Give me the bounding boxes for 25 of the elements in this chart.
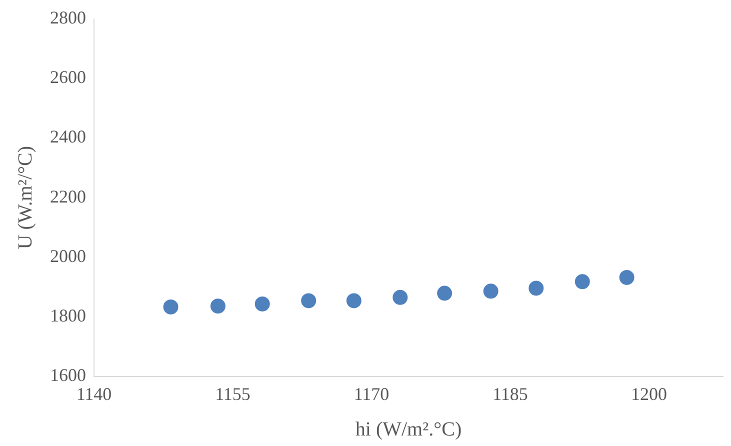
x-tick-label: 1185 xyxy=(492,384,528,404)
point xyxy=(483,284,498,299)
x-axis-title: hi (W/m².°C) xyxy=(355,418,462,440)
point xyxy=(392,290,408,305)
point xyxy=(210,298,226,314)
point xyxy=(346,293,362,308)
y-tick-label: 2200 xyxy=(50,186,86,206)
y-axis-title: U (W.m²/°C) xyxy=(14,146,36,250)
y-tick-label: 2400 xyxy=(50,126,86,147)
point xyxy=(619,270,634,285)
point xyxy=(163,299,178,314)
y-tick-label: 1800 xyxy=(50,306,86,326)
x-tick-label: 1200 xyxy=(631,384,667,404)
point xyxy=(528,280,544,296)
x-tick-label: 1155 xyxy=(215,384,250,404)
x-tick-label: 1140 xyxy=(76,384,112,404)
point xyxy=(254,296,270,312)
y-tick-label: 1600 xyxy=(50,365,86,386)
point xyxy=(437,286,452,301)
point xyxy=(301,293,316,308)
y-tick-label: 2800 xyxy=(50,8,86,28)
y-tick-label: 2000 xyxy=(50,246,86,266)
x-tick-label: 1170 xyxy=(354,384,390,404)
point xyxy=(574,274,590,290)
y-tick-label: 2600 xyxy=(50,67,86,88)
